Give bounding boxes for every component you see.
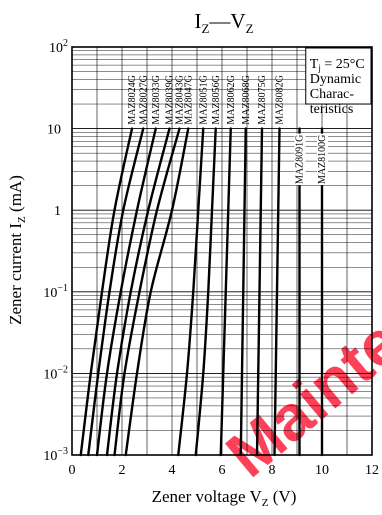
y-tick-label: 10−2 (43, 364, 68, 382)
x-tick-label: 10 (315, 463, 329, 478)
plot-frame (71, 46, 373, 456)
curve-labels: MAZ8024G MAZ8027G MAZ8033G MAZ8039G MAZ8043G… (127, 75, 328, 186)
series-curve-maz8062g (219, 127, 232, 457)
y-tick-label: 102 (49, 38, 68, 56)
series-label-backing (317, 133, 328, 186)
series-label-maz8056g: MAZ8056G (211, 75, 222, 124)
tick-labels: 0 2 4 6 8 10 12 102 10 1 10−1 10−2 10−3 (43, 38, 379, 478)
curves (79, 127, 324, 457)
x-tick-label: 2 (119, 463, 126, 478)
y-tick-label: 10 (47, 123, 61, 138)
chart-title: IZ—VZ (194, 9, 253, 36)
series-label-maz8039g: MAZ8039G (165, 75, 176, 124)
series-label-backing (294, 133, 306, 186)
conditions-temperature: Tj = 25°C (310, 57, 365, 73)
series-label-maz8075g: MAZ8075G (257, 75, 268, 124)
series-label-maz8091g: MAZ8091G (295, 135, 306, 184)
series-label-maz8082g: MAZ8082G (275, 75, 286, 124)
x-tick-label: 4 (169, 463, 176, 478)
conditions-line-teristics: teristics (310, 102, 354, 117)
y-axis-label: Zener current IZ (mA) (6, 175, 28, 325)
series-label-maz8100g: MAZ8100G (317, 135, 328, 184)
series-label-maz8033g: MAZ8033G (151, 75, 162, 124)
x-tick-label: 12 (365, 463, 379, 478)
series-label-maz8051g: MAZ8051G (198, 75, 209, 124)
series-curve-maz8039g (105, 127, 171, 457)
series-curve-maz8033g (95, 127, 157, 457)
series-curve-maz8068g (239, 127, 247, 457)
x-axis-label: Zener voltage VZ (V) (152, 487, 297, 509)
series-curve-maz8075g (255, 127, 264, 457)
y-tick-label: 10−1 (43, 283, 68, 301)
x-tick-label: 6 (219, 463, 226, 478)
conditions-box (305, 47, 372, 105)
series-label-maz8024g: MAZ8024G (127, 75, 138, 124)
conditions-line-dynamic: Dynamic (310, 72, 361, 87)
series-label-maz8043g: MAZ8043G (175, 75, 186, 124)
series-curve-maz8027g (87, 127, 145, 457)
y-tick-label: 1 (54, 204, 61, 219)
series-label-maz8027g: MAZ8027G (138, 75, 149, 124)
conditions-line-charac: Charac- (310, 87, 355, 102)
series-label-maz8062g: MAZ8062G (226, 75, 237, 124)
y-tick-label: 10−3 (43, 446, 68, 464)
series-label-maz8068g: MAZ8068G (241, 75, 252, 124)
series-curve-maz8047g (124, 127, 190, 457)
series-curve-maz8082g (273, 127, 281, 457)
x-tick-label: 0 (69, 463, 76, 478)
x-tick-label: 8 (269, 463, 276, 478)
series-curve-maz8051g (177, 127, 205, 457)
series-curve-maz8024g (79, 127, 134, 457)
series-curve-maz8056g (194, 127, 217, 457)
series-label-maz8047g: MAZ8047G (183, 75, 194, 124)
series-curve-maz8043g (113, 127, 181, 457)
